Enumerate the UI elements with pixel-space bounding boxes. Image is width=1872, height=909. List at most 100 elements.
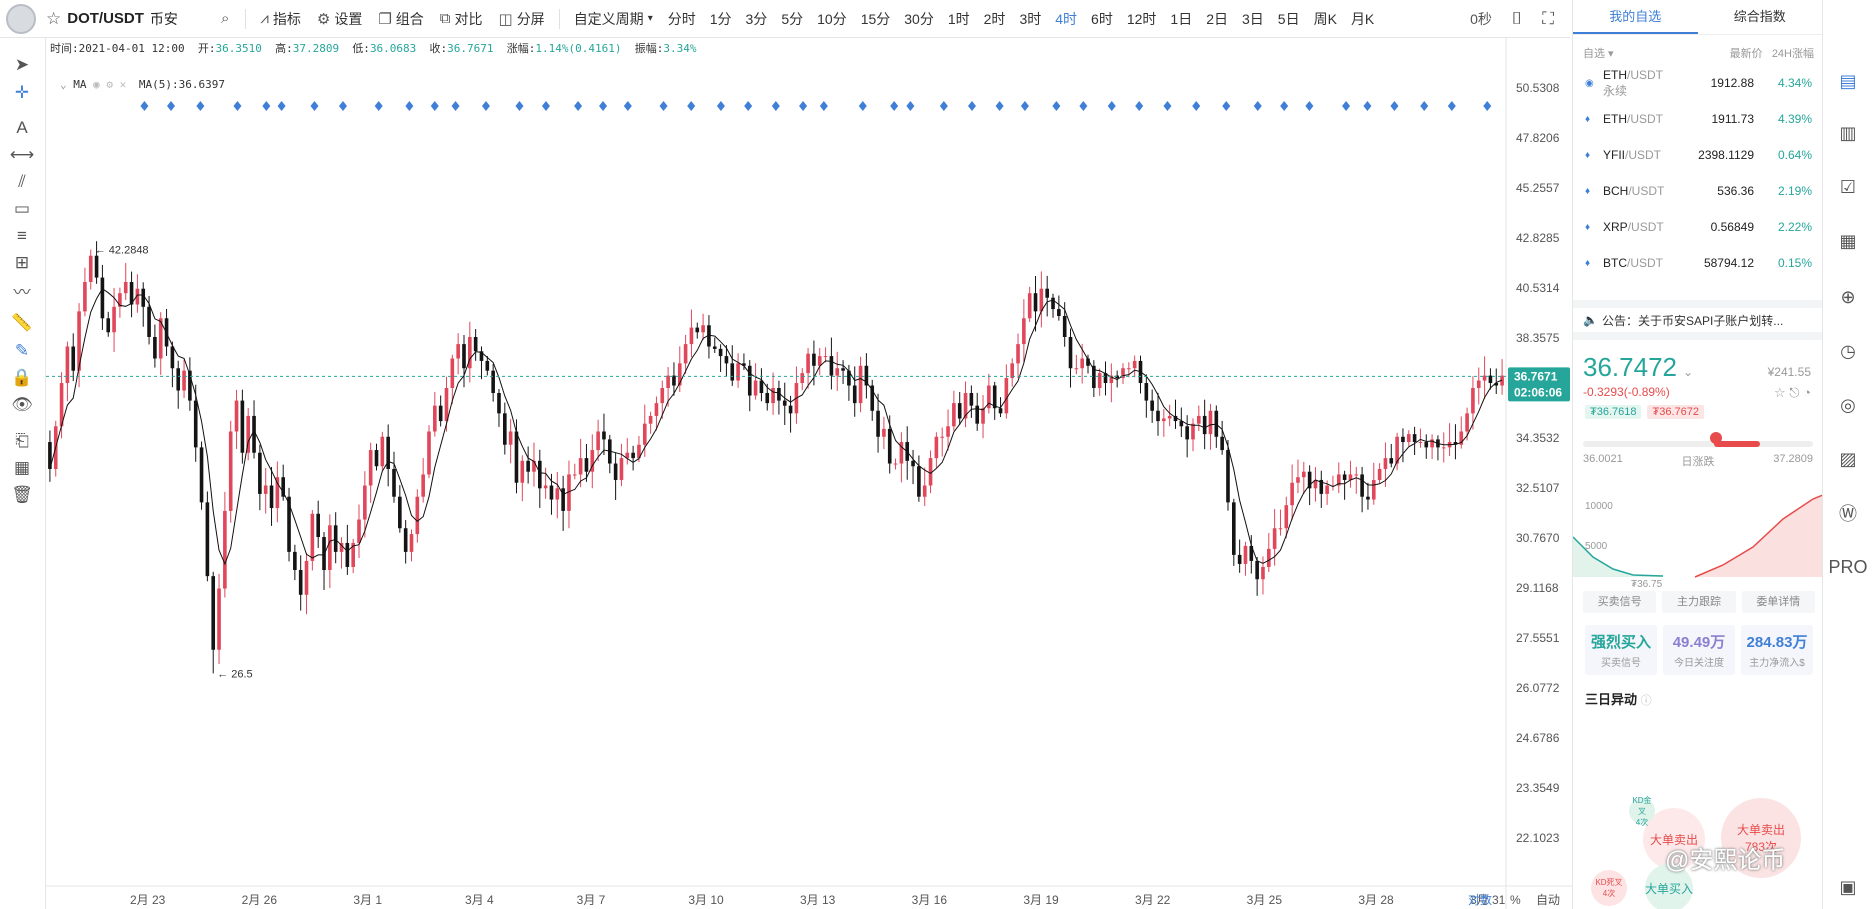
anomaly-bubble[interactable]: 大单买入 (1645, 864, 1693, 909)
signal-button-buysell[interactable]: 买卖信号 (1583, 591, 1657, 613)
period-10[interactable]: 4时 (1055, 10, 1078, 27)
fib-icon[interactable]: ≡ (17, 226, 27, 245)
pro-icon[interactable]: PRO (1828, 556, 1868, 577)
collapse-icon[interactable]: ⌄ (60, 78, 67, 91)
settings-button[interactable]: ⚙ 设置 (309, 9, 370, 29)
document-icon[interactable]: ▦ (1839, 230, 1857, 251)
period-8[interactable]: 2时 (983, 10, 1006, 27)
signal-card[interactable]: 强烈买入 买卖信号 (1585, 625, 1657, 675)
watchlist-row[interactable]: ♦ YFII/USDT 2398.1129 0.64% (1573, 137, 1822, 173)
indicator-label: 指标 (272, 10, 301, 27)
crosshair-icon[interactable]: ✛ (14, 83, 30, 102)
symbol-selector[interactable]: ☆ DOT/USDT 币安 (46, 9, 221, 29)
compare-button[interactable]: ⧉ 对比 (432, 9, 491, 29)
camera-icon[interactable]: ⌷ (1511, 9, 1523, 28)
add-widget-icon[interactable]: ⊕ (1840, 286, 1856, 307)
period-13[interactable]: 1日 (1170, 10, 1193, 27)
period-15[interactable]: 3日 (1242, 10, 1264, 27)
tab-watchlist[interactable]: 我的自选 (1573, 0, 1698, 34)
fullscreen-icon[interactable]: ⛶ (1542, 9, 1554, 28)
anomaly-bubble[interactable]: 大单卖出 783次 (1721, 798, 1801, 878)
period-14[interactable]: 2日 (1206, 10, 1228, 27)
tab-index[interactable]: 综合指数 (1733, 9, 1786, 24)
watchlist-header: 自选 ▾ 最新价 24H涨幅 (1573, 35, 1822, 65)
checklist-icon[interactable]: ☑ (1839, 176, 1857, 197)
signal-button-track[interactable]: 主力跟踪 (1662, 591, 1736, 613)
split-screen-button[interactable]: ◫ 分屏 (491, 9, 553, 29)
period-4[interactable]: 10分 (817, 10, 847, 27)
share-icon[interactable]: ⎋ (1789, 385, 1800, 400)
chart-book-icon[interactable]: ▥ (1839, 122, 1857, 143)
watchlist-row[interactable]: ♦ XRP/USDT 0.56849 2.22% (1573, 209, 1822, 245)
combine-button[interactable]: ❐ 组合 (370, 9, 431, 29)
star-icon[interactable]: ☆ (46, 8, 62, 28)
period-18[interactable]: 月K (1350, 10, 1375, 27)
period-1[interactable]: 1分 (709, 10, 732, 27)
calendar-icon[interactable]: ▦ (13, 458, 31, 477)
gear-icon[interactable]: ⚙ (106, 78, 113, 91)
bookmark-icon[interactable]: ⎗ (15, 431, 29, 450)
rectangle-icon[interactable]: ▭ (13, 199, 31, 218)
lock-icon[interactable]: 🔒 (11, 368, 33, 387)
wave-icon[interactable]: 〰 (13, 282, 31, 302)
pair-change: 2.19% (1777, 184, 1812, 198)
ask-tag: ₮36.7672 (1647, 405, 1704, 419)
eye-icon[interactable]: ◉ (93, 78, 100, 91)
search-icon[interactable]: ⌕ (221, 10, 230, 27)
cursor-arrow-icon[interactable]: ➤ (14, 55, 30, 74)
signal-button-orders[interactable]: 委单详情 (1741, 591, 1815, 613)
horizontal-line-icon[interactable]: ⟷ (9, 145, 35, 164)
anomaly-bubble[interactable]: KD死叉 4次 (1591, 870, 1627, 906)
indicator-button[interactable]: ⩘ 指标 (252, 9, 308, 29)
signal-card[interactable]: 49.49万 今日关注度 (1663, 625, 1735, 675)
signal-marker (1483, 101, 1492, 111)
grid-icon[interactable]: ⊞ (14, 253, 30, 272)
clock-icon[interactable]: ◷ (1840, 340, 1856, 361)
star-icon[interactable]: ☆ (1773, 385, 1786, 400)
period-0[interactable]: 分时 (667, 10, 696, 27)
watchlist-row[interactable]: ♦ ETH/USDT 1911.73 4.39% (1573, 101, 1822, 137)
period-17[interactable]: 周K (1313, 10, 1337, 27)
period-2[interactable]: 3分 (745, 10, 768, 27)
anomaly-bubble[interactable]: KD金叉 4次 (1629, 796, 1655, 827)
signal-card[interactable]: 284.83万 主力净流入$ (1741, 625, 1813, 675)
eye-icon[interactable]: 👁 (11, 395, 33, 414)
notification-icon[interactable]: ▣ (1839, 876, 1857, 897)
period-9[interactable]: 3时 (1019, 10, 1042, 27)
period-16[interactable]: 5日 (1277, 10, 1300, 27)
text-tool-icon[interactable]: A (16, 118, 28, 137)
trend-lines-icon[interactable]: ⫽ (18, 172, 26, 191)
log-scale-toggle[interactable]: 对数 (1468, 892, 1492, 907)
compass-icon[interactable]: ◎ (1840, 394, 1856, 415)
watchlist-row[interactable]: ♦ BCH/USDT 536.36 2.19% (1573, 173, 1822, 209)
period-6[interactable]: 30分 (904, 10, 934, 27)
quote-icon[interactable]: ▤ (1839, 70, 1857, 91)
help-icon[interactable]: ⓘ (1640, 695, 1652, 707)
trash-icon[interactable]: 🗑 (11, 485, 33, 504)
ruler-icon[interactable]: 📏 (11, 313, 33, 332)
announcement-bar[interactable]: 🔈 公告：关于币安SAPI子账户划转... (1573, 300, 1823, 340)
magnet-icon[interactable]: ✎ (14, 341, 30, 360)
period-3[interactable]: 5分 (781, 10, 804, 27)
w-icon[interactable]: Ⓦ (1839, 504, 1857, 524)
close-icon[interactable]: ✕ (119, 78, 127, 91)
period-5[interactable]: 15分 (860, 10, 891, 27)
auto-scale-toggle[interactable]: 自动 (1536, 893, 1560, 907)
candle-body (1045, 288, 1049, 298)
percent-toggle[interactable]: % (1510, 893, 1521, 907)
anomaly-bubble[interactable]: 大单卖出 (1643, 808, 1705, 870)
period-12[interactable]: 12时 (1126, 10, 1157, 27)
watchlist-filter[interactable]: 自选 ▾ (1583, 48, 1614, 60)
candle-body (1103, 373, 1108, 384)
card-value: 49.49万 (1672, 634, 1726, 651)
price-chart[interactable]: 50.5308 47.8206 45.2557 42.8285 40.5314 38.35… (46, 38, 1572, 909)
period-11[interactable]: 6时 (1091, 10, 1113, 27)
chevron-down-icon[interactable]: ⌄ (1682, 365, 1694, 379)
watchlist-row[interactable]: ◉ ETH/USDT永续 1912.88 4.34% (1573, 65, 1822, 101)
signal-marker (481, 101, 490, 111)
period-7[interactable]: 1时 (947, 10, 970, 27)
watchlist-row[interactable]: ♦ BTC/USDT 58794.12 0.15% (1573, 245, 1822, 281)
custom-period-dropdown[interactable]: 自定义周期 ▾ (566, 9, 661, 29)
notes-icon[interactable]: ▨ (1839, 448, 1857, 469)
alert-icon[interactable]: ◔ (1803, 385, 1811, 400)
